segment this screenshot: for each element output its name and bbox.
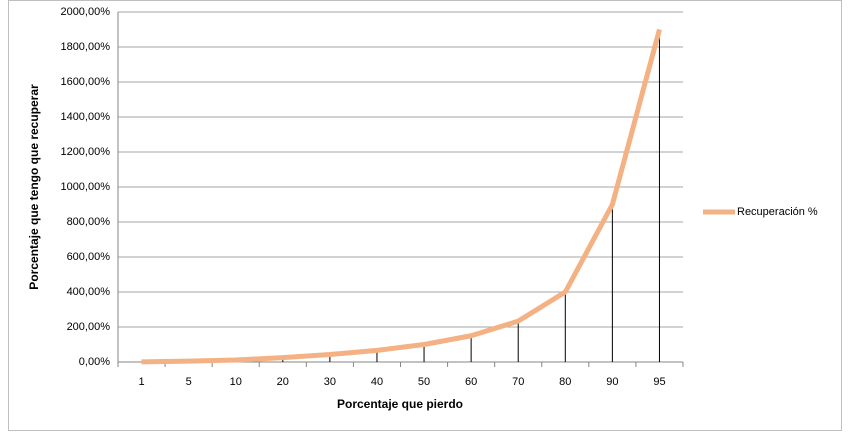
x-tick-label: 80 (559, 376, 571, 388)
y-tick-label: 1400,00% (60, 111, 110, 123)
y-tick-label: 200,00% (67, 321, 111, 333)
x-tick-label: 60 (465, 376, 477, 388)
x-tick-label: 95 (653, 376, 665, 388)
y-tick-label: 1600,00% (60, 76, 110, 88)
x-axis-title: Porcentaje que pierdo (337, 397, 463, 411)
y-tick-label: 2000,00% (60, 6, 110, 18)
series-line (141, 28, 662, 365)
y-tick-label: 800,00% (67, 216, 111, 228)
x-tick-label: 20 (277, 376, 289, 388)
y-tick-label: 600,00% (67, 251, 111, 263)
x-tick-label: 40 (371, 376, 383, 388)
chart-border (8, 0, 842, 431)
y-tick-label: 0,00% (79, 356, 110, 368)
legend-label: Recuperación % (737, 206, 818, 218)
y-tick-label: 1800,00% (60, 41, 110, 53)
x-tick-label: 30 (324, 376, 336, 388)
x-tick-label: 5 (186, 376, 192, 388)
y-axis-title: Porcentaje que tengo que recuperar (27, 84, 41, 290)
x-tick-label: 1 (138, 376, 144, 388)
x-tick-label: 10 (230, 376, 242, 388)
x-tick-label: 90 (606, 376, 618, 388)
y-tick-label: 1200,00% (60, 146, 110, 158)
x-tick-label: 50 (418, 376, 430, 388)
y-tick-label: 1000,00% (60, 181, 110, 193)
y-tick-label: 400,00% (67, 286, 111, 298)
x-tick-label: 70 (512, 376, 524, 388)
